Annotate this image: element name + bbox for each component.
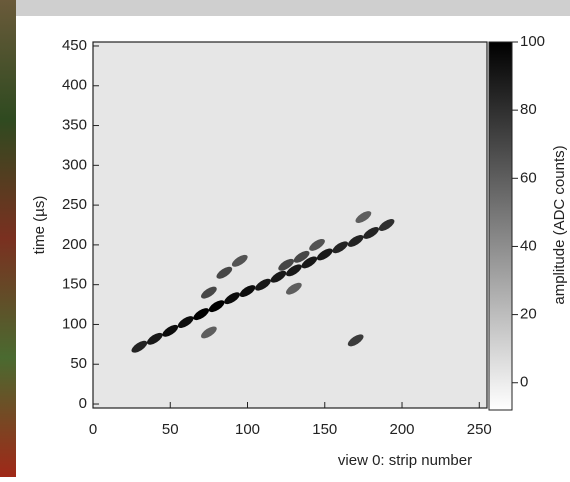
track-hit (231, 254, 248, 267)
track-hit (286, 282, 302, 295)
y-tick-label: 400 (62, 77, 87, 94)
track-hit (378, 219, 395, 231)
track-hit (363, 227, 379, 239)
plot-frame (92, 41, 488, 409)
y-tick-label: 50 (70, 355, 87, 372)
x-tick-label: 150 (312, 421, 337, 438)
track-hit (355, 211, 372, 223)
track-hit (316, 248, 333, 261)
colorbar-tick-label: 80 (520, 101, 537, 118)
y-tick-label: 0 (79, 395, 87, 412)
y-tick-label: 450 (62, 37, 87, 54)
track-hit (201, 286, 217, 299)
y-tick-label: 250 (62, 196, 87, 213)
track-hit (162, 324, 179, 337)
track-hit (332, 241, 349, 254)
plot-area (93, 42, 487, 408)
colorbar-tick-label: 100 (520, 33, 545, 50)
track-hit (208, 300, 225, 313)
track-hit (255, 278, 271, 291)
track-hit (309, 238, 325, 251)
track-hit (293, 250, 310, 263)
y-tick-label: 350 (62, 117, 87, 134)
x-axis-label: view 0: strip number (338, 452, 472, 469)
photo-edge (0, 0, 16, 477)
x-tick-label: 250 (467, 421, 492, 438)
colorbar-tick-label: 20 (520, 306, 537, 323)
colorbar-tick-label: 60 (520, 169, 537, 186)
track-hit (216, 266, 233, 279)
track-hit (177, 316, 194, 329)
track-hit (146, 332, 163, 345)
y-tick-label: 300 (62, 156, 87, 173)
y-tick-label: 150 (62, 276, 87, 293)
colorbar-tick-label: 40 (520, 237, 537, 254)
track-hit (239, 285, 256, 297)
x-tick-label: 0 (89, 421, 97, 438)
colorbar (488, 41, 513, 411)
colorbar-tick-label: 0 (520, 374, 528, 391)
track-hit (301, 256, 318, 269)
track-hit (286, 264, 302, 277)
y-axis-label: time (µs) (31, 196, 48, 255)
x-tick-label: 50 (162, 421, 179, 438)
y-tick-label: 200 (62, 236, 87, 253)
track-hit (193, 308, 210, 321)
track-hit (201, 326, 217, 339)
track-hit (347, 234, 364, 247)
x-tick-label: 200 (390, 421, 415, 438)
track-hit (347, 334, 364, 347)
y-tick-label: 100 (62, 315, 87, 332)
track-hit (224, 292, 240, 305)
colorbar-label: amplitude (ADC counts) (551, 145, 568, 304)
track-hit (131, 340, 148, 353)
track-hit (270, 270, 287, 283)
x-tick-label: 100 (235, 421, 260, 438)
track-hit (278, 258, 294, 271)
